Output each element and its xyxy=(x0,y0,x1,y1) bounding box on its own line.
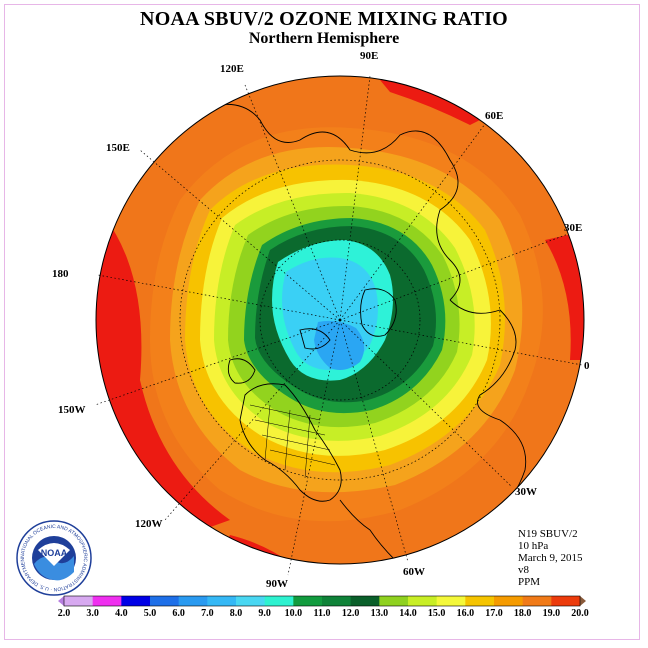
meridian-120w xyxy=(164,319,341,521)
colorbar-tick-label: 18.0 xyxy=(513,608,532,619)
colorbar-segment xyxy=(465,596,495,606)
coast-north-america xyxy=(239,383,342,502)
coast-central-america xyxy=(339,499,396,561)
colorbar-tick-label: 12.0 xyxy=(341,608,360,619)
colorbar-tick-label: 14.0 xyxy=(399,608,417,619)
colorbar-tick-label: 4.0 xyxy=(115,608,128,619)
colorbar-tick-label: 13.0 xyxy=(370,608,389,619)
colorbar-outline xyxy=(63,595,581,607)
colorbar-segment xyxy=(379,596,409,606)
info-satellite: N19 SBUV/2 xyxy=(518,528,578,540)
colorbar xyxy=(58,595,586,607)
us-state-lines xyxy=(249,404,336,479)
colorbar-segment xyxy=(293,596,323,606)
lat-circle-60 xyxy=(259,239,421,401)
colorbar-tick-label: 20.0 xyxy=(571,608,589,619)
lon-label-150e: 150E xyxy=(106,142,130,154)
lon-label-0: 0 xyxy=(584,360,590,372)
colorbar-tick-label: 2.0 xyxy=(57,608,71,619)
lat-circle-30 xyxy=(179,159,501,481)
colorbar-tick-label: 19.0 xyxy=(542,608,561,619)
lon-label-180: 180 xyxy=(52,268,69,280)
colorbar-segment xyxy=(436,596,466,606)
colorbar-segment xyxy=(236,596,266,606)
colorbar-tick-label: 5.0 xyxy=(143,608,157,619)
colorbar-segment xyxy=(92,596,122,606)
colorbar-tick-label: 9.0 xyxy=(258,608,271,619)
meridian-150w xyxy=(94,319,341,406)
colorbar-segment xyxy=(522,596,552,606)
info-units: PPM xyxy=(518,576,541,588)
colorbar-segment xyxy=(178,596,208,606)
zone-blue xyxy=(314,320,365,370)
meridian-30e xyxy=(339,233,569,321)
colorbar-tick-label: 16.0 xyxy=(456,608,475,619)
colorbar-segment xyxy=(350,596,380,606)
colorbar-segment xyxy=(64,596,94,606)
lon-label-30w: 30W xyxy=(515,486,537,498)
coast-asia xyxy=(199,103,461,301)
info-level: 10 hPa xyxy=(518,540,549,552)
coast-alaska xyxy=(227,358,256,384)
coast-europe xyxy=(449,299,517,421)
coast-greenland xyxy=(360,288,397,337)
colorbar-tick-label: 15.0 xyxy=(427,608,446,619)
lon-label-150w: 150W xyxy=(58,404,86,416)
colorbar-segment xyxy=(207,596,237,606)
lon-label-30e: 30E xyxy=(564,222,583,234)
lon-label-60e: 60E xyxy=(485,110,504,122)
map-title: NOAA SBUV/2 OZONE MIXING RATIO xyxy=(140,8,508,30)
meridian-90e xyxy=(339,75,371,321)
colorbar-left-cap xyxy=(58,596,64,606)
colorbar-segment xyxy=(551,596,581,606)
logo-text: NOAA xyxy=(41,548,68,558)
colorbar-tick-label: 3.0 xyxy=(86,608,99,619)
info-date: March 9, 2015 xyxy=(518,552,583,564)
colorbar-segment xyxy=(408,596,438,606)
colorbar-tick-label: 11.0 xyxy=(313,608,331,619)
colorbar-segment xyxy=(150,596,180,606)
lon-label-90w: 90W xyxy=(266,578,288,590)
colorbar-tick-label: 7.0 xyxy=(201,608,214,619)
map-subtitle: Northern Hemisphere xyxy=(248,30,400,47)
lon-label-90e: 90E xyxy=(360,50,379,62)
meridian-0 xyxy=(339,319,583,366)
colorbar-right-cap xyxy=(580,596,586,606)
colorbar-tick-label: 8.0 xyxy=(229,608,243,619)
coast-arctic-islands xyxy=(299,328,331,350)
lon-label-120w: 120W xyxy=(135,518,163,530)
info-version: v8 xyxy=(518,564,529,576)
map-border xyxy=(95,75,585,565)
colorbar-tick-label: 17.0 xyxy=(485,608,503,619)
lon-label-120e: 120E xyxy=(220,63,244,75)
colorbar-segment xyxy=(322,596,352,606)
noaa-logo: NATIONAL OCEANIC AND ATMOSPHERIC ADMINIS… xyxy=(16,520,92,596)
meridian-60e xyxy=(339,123,486,321)
lon-label-60w: 60W xyxy=(403,566,425,578)
meridian-90w xyxy=(287,319,341,576)
figure-frame xyxy=(4,4,640,640)
colorbar-tick-label: 10.0 xyxy=(284,608,303,619)
colorbar-tick-label: 6.0 xyxy=(172,608,185,619)
colorbar-segment xyxy=(121,596,151,606)
meridian-180 xyxy=(97,274,341,321)
info-block: N19 SBUV/2 10 hPa March 9, 2015 v8 PPM xyxy=(518,528,582,588)
colorbar-segment xyxy=(494,596,524,606)
colorbar-segment xyxy=(264,596,294,606)
meridian-60w xyxy=(339,319,409,563)
